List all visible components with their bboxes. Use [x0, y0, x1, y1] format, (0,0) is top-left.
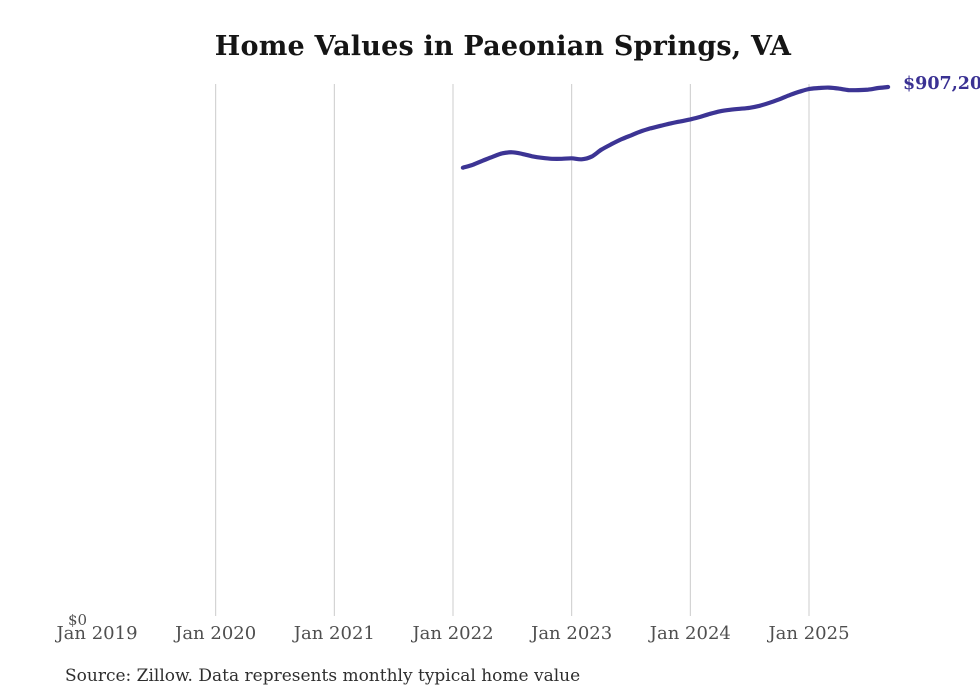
- vertical-gridlines: [215, 84, 810, 616]
- chart-title: Home Values in Paeonian Springs, VA: [214, 31, 792, 62]
- latest-value-label: $907,200: [903, 74, 980, 94]
- x-tick-label-2024: Jan 2024: [649, 623, 731, 644]
- x-tick-label-2023: Jan 2023: [531, 623, 613, 644]
- x-tick-label-2022: Jan 2022: [412, 623, 494, 644]
- x-tick-label-2025: Jan 2025: [768, 623, 850, 644]
- y-axis-zero-label: $0: [68, 611, 88, 629]
- x-tick-label-2021: Jan 2021: [293, 623, 375, 644]
- x-tick-label-2020: Jan 2020: [175, 623, 257, 644]
- x-tick-label-2019: Jan 2019: [56, 623, 138, 644]
- home-value-line: [460, 84, 891, 170]
- source-note: Source: Zillow. Data represents monthly …: [65, 666, 581, 686]
